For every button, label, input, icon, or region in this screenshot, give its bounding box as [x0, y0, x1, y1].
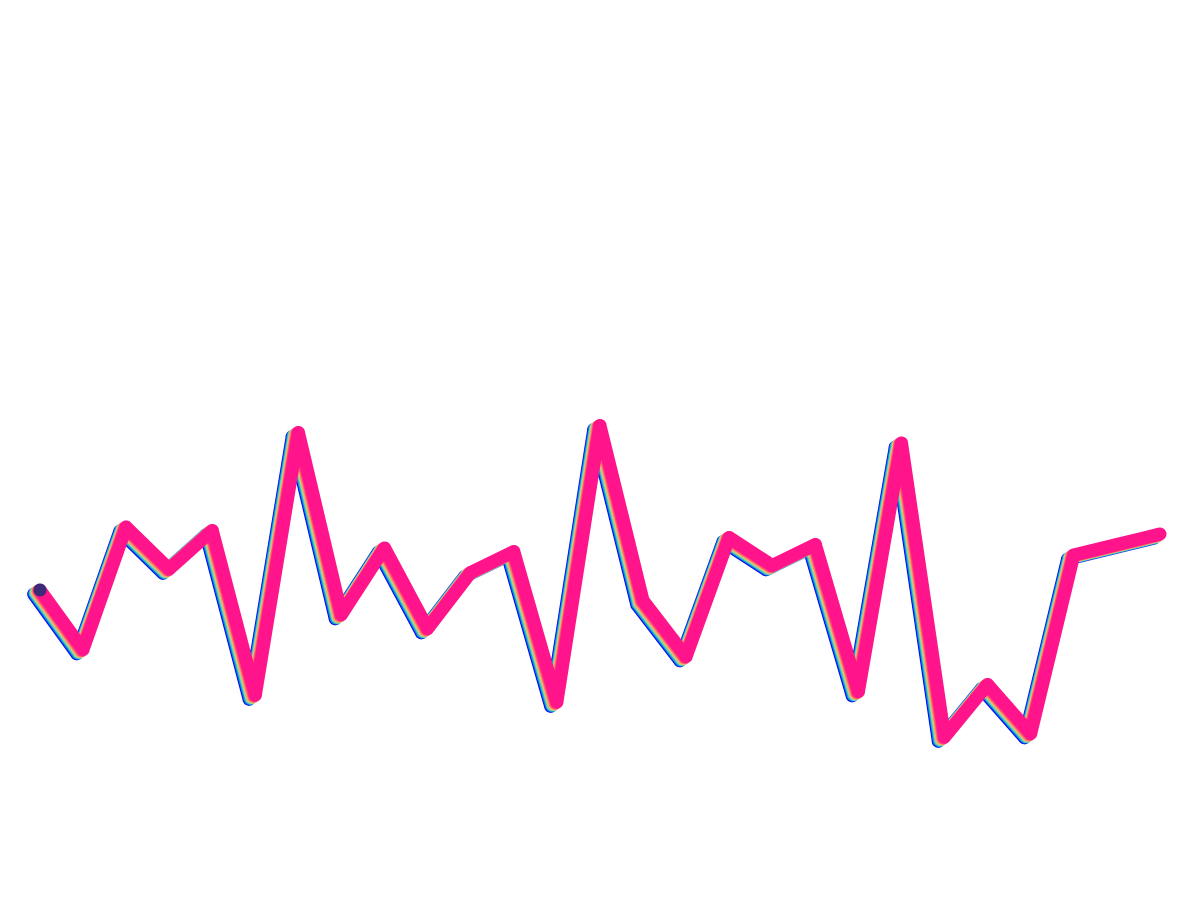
line-segment-layer-7-22 — [981, 678, 1038, 740]
start-marker — [33, 583, 47, 597]
data-point — [254, 694, 256, 696]
line-segment-layer-7-16 — [722, 531, 779, 572]
line-segment-layer-7-13 — [593, 419, 650, 607]
data-point — [1159, 533, 1161, 535]
line-segment-layer-7-24 — [1067, 538, 1124, 562]
data-point — [814, 544, 816, 545]
data-point — [1073, 554, 1075, 556]
line-segment-layer-7-11 — [507, 545, 564, 709]
line-segment-layer-7-20 — [895, 436, 952, 744]
data-point — [470, 572, 472, 573]
line-segment-layer-7-15 — [679, 531, 736, 663]
line-segment-layer-7-8 — [378, 541, 435, 635]
line-segment-layer-7-3 — [162, 524, 219, 576]
line-segment-layer-7-18 — [808, 538, 865, 698]
line-segment-layer-7-1 — [76, 520, 133, 656]
line-segment-layer-7-23 — [1024, 548, 1081, 740]
line-segment-layer-7-4 — [205, 524, 262, 702]
data-point — [901, 442, 903, 444]
data-point — [556, 701, 558, 703]
line-segment-layer-7-21 — [938, 678, 995, 744]
data-point — [513, 551, 515, 552]
line-segment-layer-7-0 — [33, 583, 90, 656]
data-point — [168, 568, 170, 570]
line-segment-layer-7-25 — [1110, 527, 1167, 551]
data-point — [384, 547, 386, 549]
data-point — [771, 565, 773, 566]
data-point — [82, 649, 84, 650]
data-point — [1030, 733, 1032, 734]
line-segment-layer-7-17 — [765, 538, 822, 572]
line-segment-layer-7-6 — [291, 426, 349, 621]
line-segment-layer-7-19 — [851, 436, 909, 698]
line-segment-layer-7-14 — [636, 594, 693, 663]
plot-layer — [27, 419, 1167, 748]
line-segment-layer-7-5 — [248, 426, 305, 702]
line-segment-layer-7-12 — [550, 419, 607, 709]
data-point — [728, 537, 730, 538]
line-segment-layer-7-9 — [421, 566, 478, 635]
data-point — [341, 614, 343, 615]
data-point — [427, 628, 429, 629]
data-point — [125, 526, 127, 528]
data-point — [1116, 544, 1118, 545]
data-point — [211, 530, 213, 531]
data-point — [297, 432, 299, 433]
line-segment-layer-7-2 — [119, 520, 176, 576]
data-point — [685, 656, 687, 657]
data-point — [642, 600, 644, 601]
line-segment-layer-7-10 — [464, 545, 521, 579]
data-point — [857, 691, 859, 692]
data-point — [944, 736, 946, 738]
line-segment-layer-7-7 — [335, 541, 392, 621]
data-point — [599, 425, 601, 426]
data-point — [987, 684, 989, 685]
